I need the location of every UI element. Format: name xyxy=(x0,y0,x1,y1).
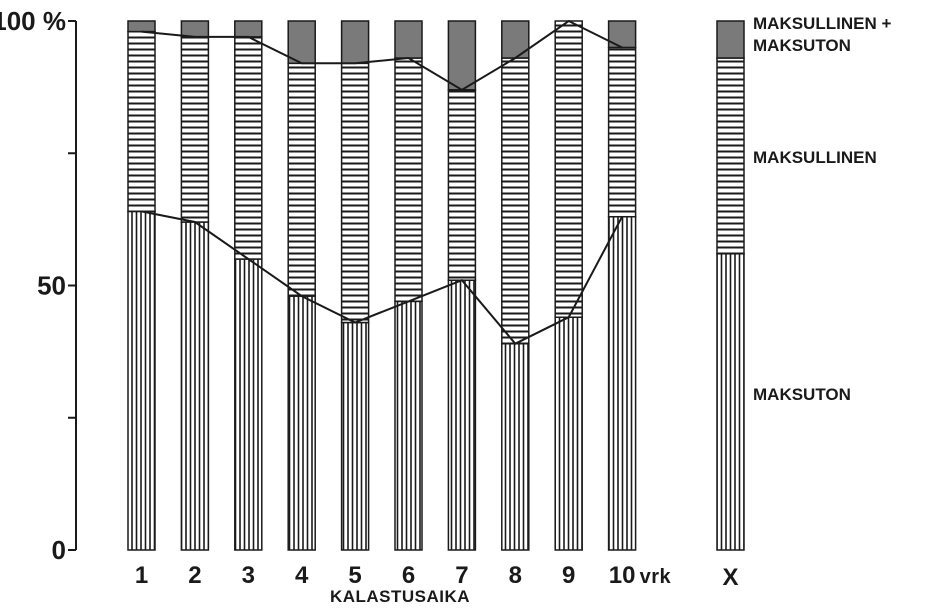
boundary-lines xyxy=(141,19,623,345)
bar-segment-maksullinen xyxy=(180,36,210,223)
x-tick-label: 8 xyxy=(509,562,522,589)
legend-label-maksullinen: MAKSULLINEN xyxy=(753,148,877,167)
bar-stack-10 xyxy=(607,20,637,551)
bar-stack-2 xyxy=(180,20,210,551)
bar-stack-6 xyxy=(394,20,423,551)
bar-segment-maksullinen xyxy=(340,62,370,324)
bar-segment-maksullinen_maksuton xyxy=(394,20,423,59)
y-tick-label: 50 xyxy=(37,271,66,301)
bar-stack-4 xyxy=(287,20,316,551)
summary-segment-maksullinen_maksuton xyxy=(716,20,745,59)
x-tick-label: 5 xyxy=(348,562,361,589)
bar-segment-maksullinen xyxy=(447,89,477,281)
bar-segment-maksullinen_maksuton xyxy=(447,20,477,91)
legend: MAKSULLINEN + MAKSUTON MAKSULLINEN MAKSUTON xyxy=(753,14,891,404)
bar-segment-maksullinen_maksuton xyxy=(340,20,370,65)
bar-segment-maksullinen_maksuton xyxy=(287,20,316,65)
category-labels: 1 2 3 4 5 6 7 8 9 10 vrk xyxy=(135,562,672,589)
x-tick-label: 9 xyxy=(562,562,575,589)
maksuton-boundary-line xyxy=(141,210,623,345)
bar-segment-maksullinen xyxy=(607,46,637,218)
bar-segment-maksullinen xyxy=(127,30,156,213)
legend-label-maksullinen_maksuton: MAKSUTON xyxy=(753,36,851,55)
x-tick-label: 6 xyxy=(402,562,415,589)
y-axis: 0 50 100 % xyxy=(0,6,77,565)
bar-stack-5 xyxy=(340,20,370,551)
bar-segment-maksullinen_maksuton xyxy=(180,20,210,38)
legend-label-maksuton: MAKSUTON xyxy=(753,385,851,404)
bar-segment-maksullinen_maksuton xyxy=(127,20,156,33)
x-tick-label: 1 xyxy=(135,562,148,589)
summary-bar-group: X xyxy=(716,20,745,591)
bar-segment-maksuton xyxy=(501,342,530,551)
x-tick-label: 4 xyxy=(295,562,309,589)
maksullinen-boundary-line xyxy=(141,19,623,91)
bar-segment-maksullinen xyxy=(234,36,263,260)
bar-stack-3 xyxy=(234,20,263,551)
bar-segment-maksuton xyxy=(287,295,316,551)
y-tick-label: 100 % xyxy=(0,6,66,36)
bar-segment-maksullinen_maksuton xyxy=(234,20,263,38)
bar-segment-maksullinen xyxy=(394,57,423,303)
summary-segment-maksullinen xyxy=(716,57,745,255)
legend-label-maksullinen_maksuton: MAKSULLINEN + xyxy=(753,14,891,33)
summary-bar-label: X xyxy=(722,564,738,591)
x-tick-label: 10 xyxy=(609,562,636,589)
bar-segment-maksuton xyxy=(180,221,210,551)
x-unit-label: vrk xyxy=(640,566,672,588)
x-axis-title: KALASTUSAIKA xyxy=(330,587,470,606)
bar-segment-maksuton xyxy=(127,210,156,551)
bar-segment-maksuton xyxy=(234,258,263,551)
bars-group xyxy=(127,20,637,551)
x-tick-label: 2 xyxy=(188,562,201,589)
bar-segment-maksullinen xyxy=(287,62,316,297)
bar-segment-maksuton xyxy=(394,300,423,551)
bar-segment-maksullinen xyxy=(501,57,530,345)
bar-stack-8 xyxy=(501,20,530,551)
bar-segment-maksuton xyxy=(554,316,583,551)
bar-segment-maksullinen xyxy=(554,20,583,318)
bar-segment-maksuton xyxy=(447,279,477,551)
bar-stack-9 xyxy=(554,20,583,551)
y-tick-label: 0 xyxy=(52,535,66,565)
x-tick-label: 7 xyxy=(455,562,468,589)
x-tick-label: 3 xyxy=(242,562,255,589)
bar-segment-maksuton xyxy=(607,215,637,551)
bar-stack-7 xyxy=(447,20,477,551)
summary-segment-maksuton xyxy=(716,253,745,551)
bar-stack-1 xyxy=(127,20,156,551)
bar-segment-maksuton xyxy=(340,321,370,551)
